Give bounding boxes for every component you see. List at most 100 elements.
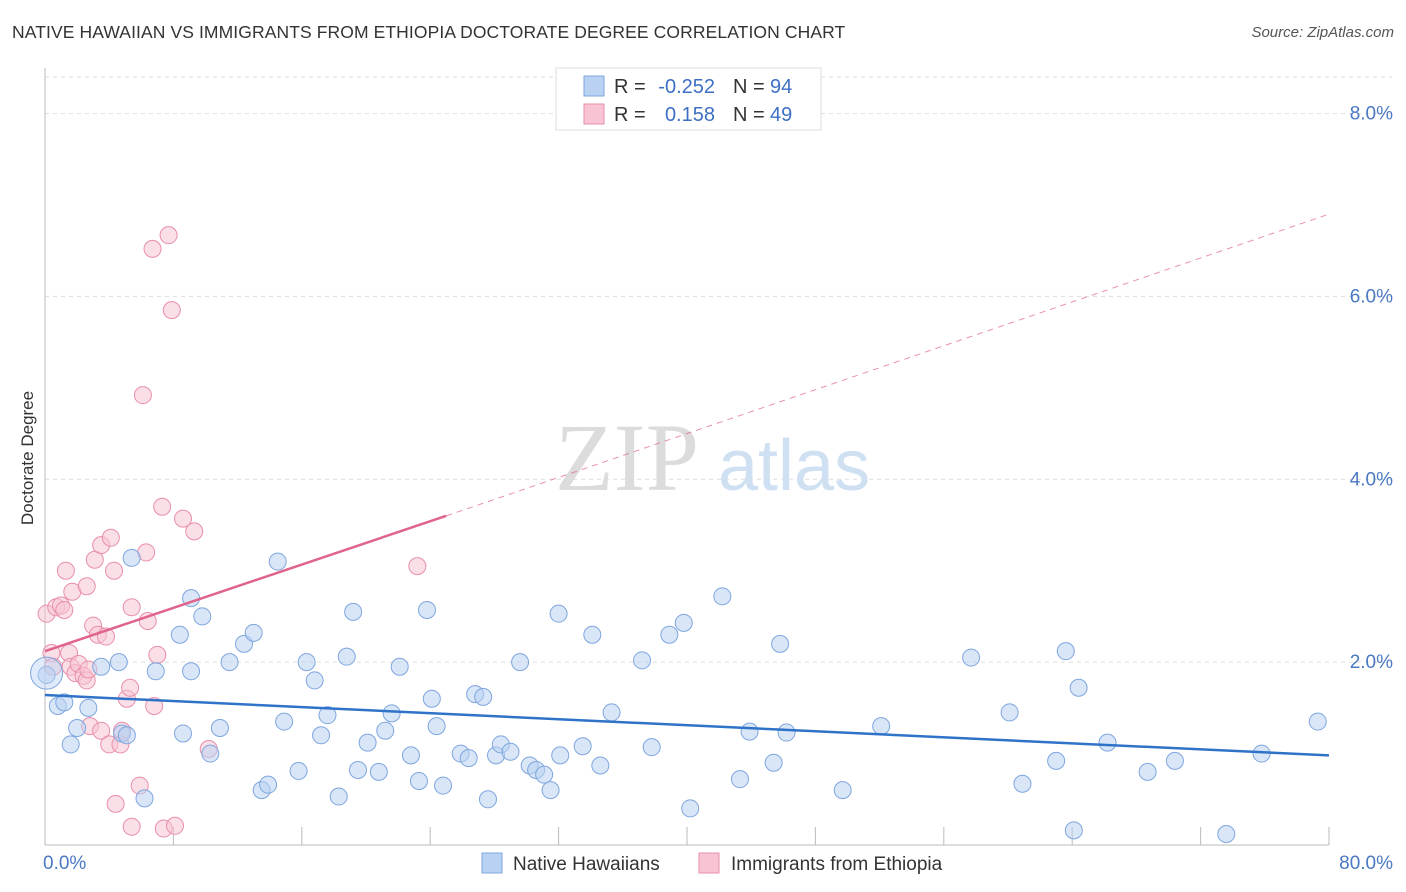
legend-bottom-swatch-pink (698, 852, 720, 874)
data-point-native-hawaiians (337, 647, 356, 666)
data-point-native-hawaiians (1013, 774, 1032, 793)
legend-n-label-1: N = (733, 76, 765, 98)
data-point-native-hawaiians (382, 704, 401, 723)
data-point-native-hawaiians (573, 737, 592, 756)
data-point-native-hawaiians (390, 657, 409, 676)
data-point-native-hawaiians (376, 721, 395, 740)
legend-bottom: Native Hawaiians Immigrants from Ethiopi… (481, 852, 943, 875)
legend-r-value-2: 0.158 (665, 104, 715, 126)
data-point-immigrants-from-ethiopia (185, 522, 204, 541)
data-point-native-hawaiians (1308, 712, 1327, 731)
watermark-atlas: atlas (718, 426, 870, 506)
legend-n-value-1: 94 (770, 76, 792, 98)
data-point-native-hawaiians (55, 693, 74, 712)
data-point-native-hawaiians (764, 753, 783, 772)
data-point-immigrants-from-ethiopia (143, 239, 162, 258)
y-tick-labels: 2.0% 4.0% 6.0% 8.0% (1350, 104, 1393, 674)
data-point-native-hawaiians (1069, 678, 1088, 697)
data-point-native-hawaiians (1138, 762, 1157, 781)
data-point-native-hawaiians (92, 657, 111, 676)
data-point-native-hawaiians (268, 552, 287, 571)
data-point-native-hawaiians (730, 770, 749, 789)
data-point-native-hawaiians (427, 717, 446, 736)
data-point-native-hawaiians (344, 602, 363, 621)
data-point-immigrants-from-ethiopia (92, 721, 111, 740)
data-point-immigrants-from-ethiopia (162, 301, 181, 320)
data-point-native-hawaiians (1098, 733, 1117, 752)
data-point-native-hawaiians (275, 712, 294, 731)
legend-swatch-blue (583, 75, 605, 97)
data-point-native-hawaiians (61, 735, 80, 754)
data-point-immigrants-from-ethiopia (145, 697, 164, 716)
data-point-native-hawaiians (474, 687, 493, 706)
data-point-immigrants-from-ethiopia (105, 561, 124, 580)
gridlines (45, 76, 1392, 663)
data-point-immigrants-from-ethiopia (133, 386, 152, 405)
data-point-immigrants-from-ethiopia (55, 601, 74, 620)
data-point-native-hawaiians (182, 662, 201, 681)
y-tick-label: 8.0% (1350, 104, 1393, 125)
data-point-native-hawaiians (777, 723, 796, 742)
data-point-native-hawaiians (541, 781, 560, 800)
data-point-native-hawaiians (109, 653, 128, 672)
legend-r-label-1: R = (614, 76, 646, 98)
data-point-native-hawaiians (1064, 821, 1083, 840)
legend-bottom-label-pink: Immigrants from Ethiopia (731, 854, 943, 875)
data-point-native-hawaiians (297, 653, 316, 672)
data-point-native-hawaiians (1217, 825, 1236, 844)
data-point-native-hawaiians (674, 613, 693, 632)
data-point-native-hawaiians (660, 625, 679, 644)
data-point-native-hawaiians (1165, 751, 1184, 770)
data-point-native-hawaiians (422, 689, 441, 708)
legend-swatch-pink (583, 103, 605, 125)
data-point-native-hawaiians (583, 625, 602, 644)
blue-points (30, 548, 1327, 844)
data-point-native-hawaiians (549, 604, 568, 623)
data-point-native-hawaiians (591, 756, 610, 775)
data-point-native-hawaiians (117, 726, 136, 745)
data-point-native-hawaiians (872, 717, 891, 736)
data-point-native-hawaiians (535, 765, 554, 784)
y-axis-title: Doctorate Degree (18, 391, 37, 525)
data-point-immigrants-from-ethiopia (174, 509, 193, 528)
trend-line-immigrants-from-ethiopia (44, 514, 447, 653)
data-point-native-hawaiians (1056, 642, 1075, 661)
data-point-native-hawaiians (551, 746, 570, 765)
data-point-native-hawaiians (740, 722, 759, 741)
data-point-native-hawaiians (68, 718, 87, 737)
axes (44, 68, 1330, 846)
source-label: Source: ZipAtlas.com (1251, 24, 1394, 41)
data-point-immigrants-from-ethiopia (101, 528, 120, 547)
data-point-native-hawaiians (79, 698, 98, 717)
data-point-native-hawaiians-cluster (30, 656, 64, 690)
data-point-native-hawaiians (122, 548, 141, 567)
data-point-native-hawaiians (37, 665, 56, 684)
trend-line-immigrants-from-ethiopia-extension (446, 213, 1330, 517)
data-point-immigrants-from-ethiopia (166, 816, 185, 835)
data-point-native-hawaiians (329, 787, 348, 806)
y-tick-label: 4.0% (1350, 469, 1393, 490)
data-point-immigrants-from-ethiopia (159, 226, 178, 245)
data-point-native-hawaiians (602, 703, 621, 722)
data-point-native-hawaiians (348, 761, 367, 780)
data-point-native-hawaiians (401, 746, 420, 765)
data-point-native-hawaiians (305, 671, 324, 690)
watermark: ZIP atlas (555, 404, 870, 511)
trend-line-native-hawaiians (44, 693, 1330, 757)
data-point-native-hawaiians (478, 790, 497, 809)
data-point-native-hawaiians (1047, 751, 1066, 770)
data-point-native-hawaiians (833, 781, 852, 800)
data-point-native-hawaiians (146, 662, 165, 681)
data-point-native-hawaiians (771, 634, 790, 653)
pink-points (37, 226, 427, 838)
data-point-native-hawaiians (681, 799, 700, 818)
data-point-native-hawaiians (170, 625, 189, 644)
data-point-native-hawaiians (962, 648, 981, 667)
trend-lines (44, 213, 1330, 757)
data-point-native-hawaiians (633, 651, 652, 670)
legend-n-label-2: N = (733, 104, 765, 126)
legend-n-value-2: 49 (770, 104, 792, 126)
data-point-native-hawaiians (511, 653, 530, 672)
data-point-immigrants-from-ethiopia (122, 817, 141, 836)
